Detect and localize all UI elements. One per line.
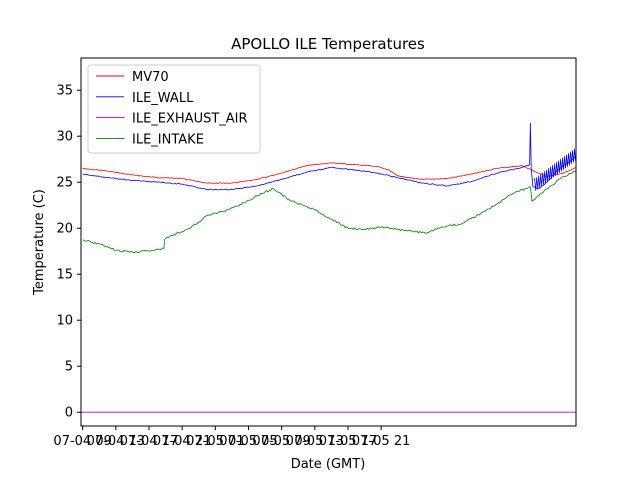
y-tick-label: 35 [56, 84, 73, 99]
legend-box [87, 64, 261, 154]
x-tick-label: 07-04 09 [53, 434, 111, 449]
legend-label: ILE_EXHAUST_AIR [132, 112, 248, 127]
y-tick-label: 10 [56, 314, 73, 329]
x-axis-label: Date (GMT) [291, 457, 366, 472]
x-tick-label: 07-05 21 [352, 434, 410, 449]
legend-label: ILE_WALL [132, 91, 194, 106]
y-tick-label: 25 [56, 176, 73, 191]
y-axis-label: Temperature (C) [32, 189, 47, 296]
x-tick-label: 07-05 09 [252, 434, 310, 449]
y-tick-label: 5 [65, 360, 73, 375]
legend-label: ILE_INTAKE [132, 132, 204, 147]
legend-label: MV70 [132, 70, 169, 85]
x-tick-label: 07-05 05 [219, 434, 277, 449]
y-tick-label: 20 [56, 222, 73, 237]
x-tick-label: 07-05 13 [286, 434, 344, 449]
x-tick-label: 07-05 01 [186, 434, 244, 449]
series-layer [81, 122, 576, 413]
legend: MV70 ILE_WALL ILE_EXHAUST_AIR ILE_INTAKE [87, 64, 261, 154]
series-line-ile-intake [82, 170, 576, 254]
y-tick-label: 0 [65, 406, 73, 421]
series-line-ile-wall [82, 122, 576, 191]
x-tick-label: 07-04 13 [87, 434, 145, 449]
chart-title: APOLLO ILE Temperatures [231, 35, 425, 53]
y-tick-label: 30 [56, 130, 73, 145]
y-axis: 0 5 10 15 20 25 30 35 [56, 84, 81, 421]
x-tick-label: 07-04 17 [120, 434, 178, 449]
x-tick-label: 07-04 21 [153, 434, 211, 449]
plot-area-frame [80, 57, 577, 427]
y-tick-label: 15 [56, 268, 73, 283]
series-line-mv70 [82, 162, 576, 184]
x-tick-label: 07-05 17 [319, 434, 377, 449]
series-line-ile-wall-oscillation [533, 148, 576, 191]
